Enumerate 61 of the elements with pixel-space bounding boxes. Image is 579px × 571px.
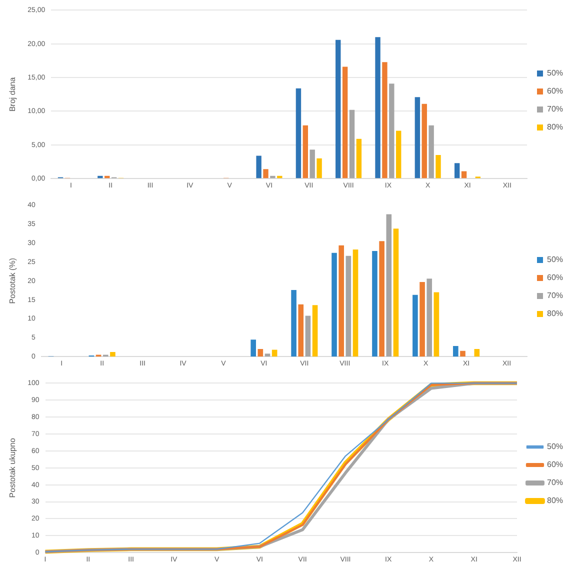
bar [316, 158, 322, 178]
legend-label: 80% [546, 122, 564, 132]
bar [386, 214, 392, 357]
bar [291, 290, 296, 357]
bar [110, 352, 116, 357]
bar [420, 282, 425, 357]
bar [264, 354, 270, 357]
bar [382, 62, 388, 178]
bar [428, 125, 434, 178]
legend-label: 70% [546, 104, 564, 114]
legend-label: 50% [546, 68, 564, 78]
bar [302, 125, 308, 178]
y-axis-title: Postotak (%) [8, 258, 18, 304]
bar [346, 256, 352, 357]
bar [389, 84, 394, 178]
bar [426, 278, 432, 357]
bar [412, 294, 418, 357]
y-axis-title: Broj dana [8, 76, 18, 112]
bar [379, 241, 384, 357]
bar [414, 97, 420, 178]
bar [454, 163, 460, 178]
bar [372, 251, 378, 357]
legend-label: 50% [546, 442, 564, 452]
legend-label: 80% [546, 309, 564, 318]
bar [256, 156, 262, 178]
bar [453, 346, 458, 357]
bar [352, 249, 358, 357]
bar [375, 37, 380, 178]
legend-label: 80% [546, 496, 564, 506]
bar [332, 252, 337, 357]
bar [422, 104, 427, 178]
bar [349, 110, 355, 178]
bar [258, 349, 264, 357]
bar [312, 305, 318, 357]
bar [250, 340, 256, 357]
bar [338, 245, 344, 357]
bar [296, 88, 302, 178]
bar [474, 349, 480, 357]
bar [342, 66, 348, 178]
bar [356, 138, 362, 178]
bar [298, 304, 304, 357]
legend-label: 70% [546, 478, 564, 488]
bar [461, 171, 467, 178]
legend-label: 70% [546, 291, 564, 300]
bar [272, 350, 278, 357]
bar [436, 155, 441, 178]
legend-label: 60% [546, 273, 564, 282]
y-axis-title: Postotak ukupno [8, 438, 18, 498]
bar [460, 350, 466, 357]
legend-label: 60% [546, 460, 564, 470]
legend-label: 50% [546, 255, 564, 264]
bar [396, 130, 402, 178]
bar [434, 292, 440, 357]
bar [336, 40, 341, 178]
bar [305, 316, 311, 357]
bar [270, 176, 276, 178]
bar [310, 150, 315, 178]
bar [393, 228, 399, 357]
legend-label: 60% [546, 86, 564, 96]
bar [98, 176, 103, 178]
bar [263, 169, 268, 178]
